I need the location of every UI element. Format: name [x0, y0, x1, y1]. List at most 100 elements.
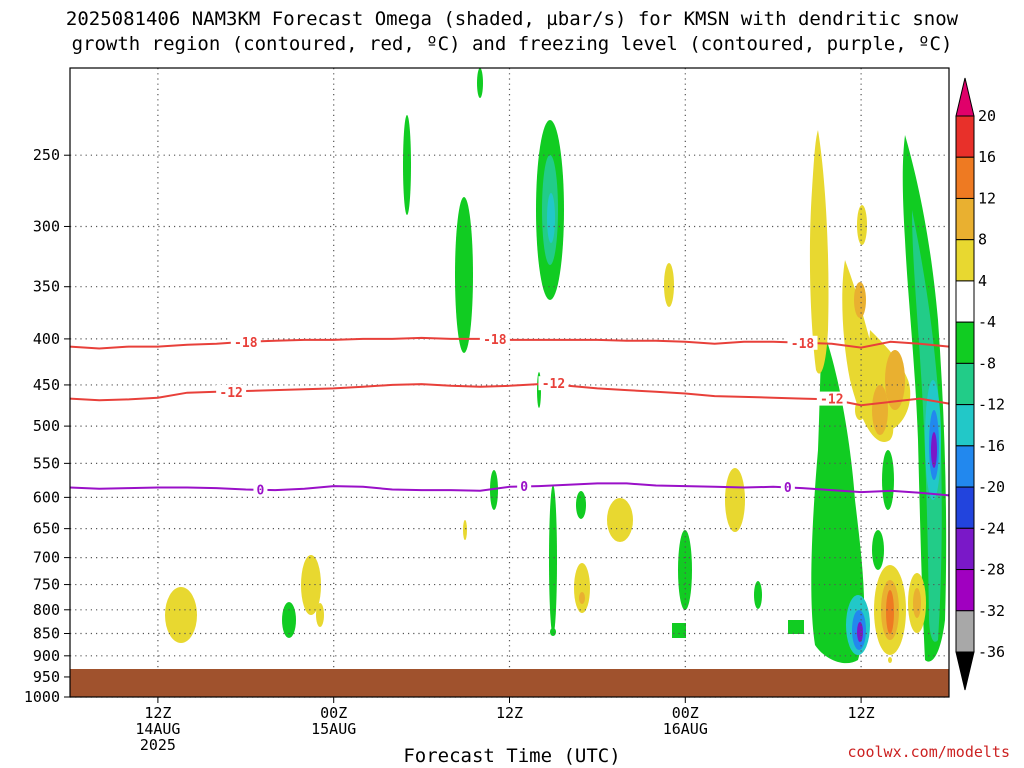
- contour-label: 0: [784, 481, 792, 496]
- x-axis-label: Forecast Time (UTC): [403, 745, 621, 767]
- contour-label-bg: [538, 376, 569, 391]
- y-tick-label: 950: [33, 668, 60, 686]
- colorbar-swatch: [955, 445, 975, 488]
- contour-label: -18: [234, 336, 258, 351]
- chart-title-line-1: 2025081406 NAM3KM Forecast Omega (shaded…: [65, 8, 959, 30]
- omega-cell: [664, 263, 674, 307]
- contour-label-bg: [479, 331, 510, 346]
- colorbar-swatch: [955, 239, 975, 282]
- colorbar-label: 20: [978, 107, 996, 125]
- omega-cell: [672, 623, 686, 638]
- omega-cell: [888, 657, 892, 663]
- x-tick-label: 14AUG: [135, 720, 180, 738]
- omega-cell: [463, 520, 467, 540]
- contour-label-bg: [216, 384, 247, 399]
- omega-cell: [913, 588, 921, 618]
- omega-cell: [547, 193, 555, 243]
- temperature-contours: -18 -18 -18 -12 -12 -12 0 0 0: [69, 331, 950, 498]
- colorbar-label: -28: [978, 561, 1005, 579]
- omega-cell: [165, 587, 197, 643]
- omega-cell: [811, 330, 865, 664]
- omega-cell: [574, 563, 590, 613]
- omega-colorbar: 20 16 12 8 4 -4 -8 -12 -16 -20 -24 -28 -32 -36: [955, 77, 1005, 691]
- omega-cell: [788, 620, 804, 634]
- colorbar-label: -20: [978, 478, 1005, 496]
- omega-cell: [857, 622, 863, 642]
- plot-frame: [69, 67, 950, 698]
- omega-cell: [857, 205, 867, 245]
- y-tick-label: 650: [33, 520, 60, 538]
- colorbar-label: -32: [978, 602, 1005, 620]
- omega-cell: [872, 385, 888, 435]
- omega-cell: [316, 603, 324, 627]
- colorbar-label: -4: [978, 313, 996, 331]
- contour-label-bg: [230, 334, 261, 349]
- y-tick-label: 500: [33, 417, 60, 435]
- chart-axes: 250 300 350 400 450 500 550 600 650 700 750 800 850 9…: [24, 146, 875, 754]
- omega-cell: [490, 470, 498, 510]
- omega-cell: [282, 602, 296, 638]
- omega-cell: [550, 628, 556, 636]
- contour-label-bg: [253, 482, 268, 497]
- omega-cell: [725, 468, 745, 532]
- contour-label-bg: [517, 479, 532, 494]
- contour-label: -12: [542, 377, 565, 392]
- omega-cell: [455, 197, 473, 353]
- colorbar-label: -16: [978, 437, 1005, 455]
- contour-label-bg: [787, 335, 818, 350]
- contour-label-bg: [816, 391, 847, 406]
- omega-cell: [855, 400, 865, 420]
- omega-cell: [477, 68, 483, 98]
- y-tick-label: 700: [33, 549, 60, 567]
- contour-label: 0: [257, 483, 265, 498]
- omega-cell: [809, 130, 829, 374]
- colorbar-swatch: [955, 610, 975, 653]
- colorbar-label: 12: [978, 189, 996, 207]
- y-tick-label: 350: [33, 278, 60, 296]
- contour-label: -12: [219, 386, 242, 401]
- colorbar-swatch: [955, 404, 975, 447]
- colorbar-swatch: [955, 197, 975, 241]
- colorbar-label: 8: [978, 231, 987, 249]
- colorbar-swatch: [955, 651, 975, 691]
- colorbar-label: 16: [978, 148, 996, 166]
- omega-cell: [882, 450, 894, 510]
- omega-cell: [678, 530, 692, 610]
- contour-label: -18: [483, 333, 507, 348]
- x-tick-label: 16AUG: [663, 720, 708, 738]
- chart-title-line-2: growth region (contoured, red, ºC) and f…: [71, 33, 953, 55]
- x-tick-label: 12Z: [144, 704, 171, 722]
- omega-cell: [885, 350, 905, 410]
- contour-label: -18: [791, 337, 815, 352]
- x-tick-label: 12Z: [848, 704, 875, 722]
- omega-shading: [165, 68, 947, 664]
- y-tick-label: 550: [33, 454, 60, 472]
- x-tick-label: 00Z: [320, 704, 347, 722]
- y-tick-label: 600: [33, 488, 60, 506]
- colorbar-swatch: [955, 115, 975, 158]
- source-credit: coolwx.com/modelts: [847, 743, 1010, 761]
- y-tick-label: 400: [33, 330, 60, 348]
- omega-cell: [872, 530, 884, 570]
- colorbar-swatch: [955, 77, 975, 117]
- omega-cell: [754, 581, 762, 609]
- omega-cell: [931, 432, 937, 468]
- x-tick-label: 12Z: [496, 704, 523, 722]
- colorbar-swatch: [955, 569, 975, 612]
- omega-cell: [886, 590, 894, 634]
- y-tick-label: 800: [33, 601, 60, 619]
- colorbar-swatch: [955, 321, 975, 364]
- omega-cell: [301, 555, 321, 615]
- y-tick-label: 450: [33, 376, 60, 394]
- omega-cell: [576, 491, 586, 519]
- colorbar-label: -12: [978, 396, 1005, 414]
- colorbar-swatch: [955, 156, 975, 199]
- colorbar-label: -36: [978, 643, 1005, 661]
- omega-cell: [607, 498, 633, 542]
- y-tick-label: 250: [33, 146, 60, 164]
- x-tick-label: 2025: [140, 736, 176, 754]
- colorbar-label: 4: [978, 272, 987, 290]
- y-tick-label: 750: [33, 576, 60, 594]
- colorbar-swatch: [955, 280, 975, 323]
